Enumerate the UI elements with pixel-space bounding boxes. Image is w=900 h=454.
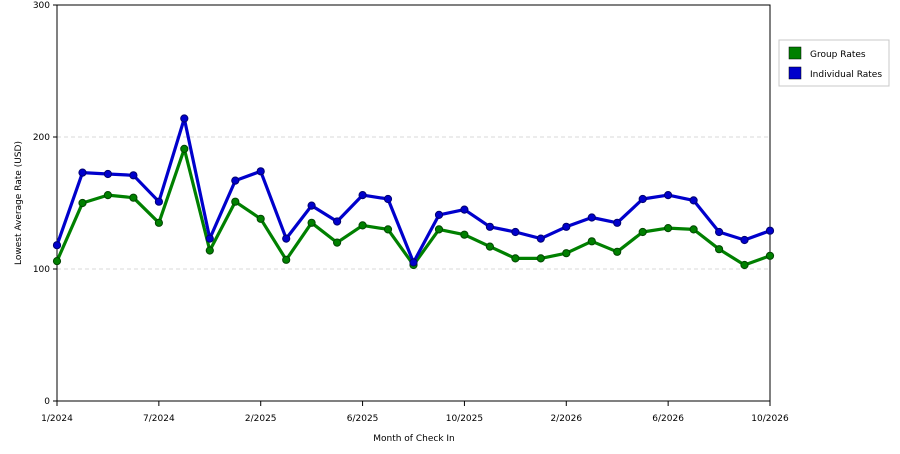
point-individual-rates-10 bbox=[307, 201, 316, 210]
point-group-rates-20 bbox=[562, 249, 571, 258]
point-group-rates-27 bbox=[740, 260, 749, 270]
point-group-rates-18 bbox=[511, 254, 520, 263]
x-tick-label-6-2026: 6/2026 bbox=[652, 414, 684, 424]
y-tick-label-200: 200 bbox=[33, 133, 50, 143]
point-group-rates-24 bbox=[664, 224, 673, 233]
point-group-rates-5 bbox=[180, 144, 189, 153]
point-individual-rates-3 bbox=[129, 171, 138, 180]
point-group-rates-2 bbox=[103, 191, 113, 200]
point-individual-rates-20 bbox=[562, 222, 571, 231]
legend-label-individual-rates: Individual Rates bbox=[810, 70, 882, 80]
point-individual-rates-26 bbox=[715, 227, 724, 237]
point-individual-rates-14 bbox=[409, 258, 418, 267]
point-group-rates-0 bbox=[52, 257, 62, 266]
point-individual-rates-19 bbox=[536, 234, 545, 243]
point-group-rates-28 bbox=[765, 251, 775, 260]
point-individual-rates-4 bbox=[154, 197, 163, 206]
x-tick-label-1-2024: 1/2024 bbox=[41, 414, 73, 424]
x-axis: 1/2024 7/2024 2/2025 6/2025 10/2025 2/2026 6/2… bbox=[41, 401, 789, 424]
y-axis: 0 100 200 300 bbox=[33, 1, 57, 407]
point-individual-rates-1 bbox=[78, 168, 87, 177]
point-group-rates-9 bbox=[282, 255, 291, 264]
point-group-rates-12 bbox=[358, 221, 367, 230]
x-tick-label-10-2025: 10/2025 bbox=[446, 414, 483, 424]
point-group-rates-1 bbox=[78, 198, 87, 208]
series-group bbox=[52, 114, 775, 270]
grid-lines bbox=[57, 136, 770, 270]
point-individual-rates-27 bbox=[740, 235, 749, 245]
point-individual-rates-2 bbox=[103, 169, 113, 179]
point-individual-rates-6 bbox=[205, 234, 214, 243]
point-group-rates-19 bbox=[536, 254, 545, 263]
x-tick-label-7-2024: 7/2024 bbox=[143, 414, 175, 424]
point-group-rates-26 bbox=[715, 245, 724, 254]
point-group-rates-4 bbox=[154, 218, 163, 227]
point-group-rates-16 bbox=[460, 230, 469, 239]
series-group-rates bbox=[52, 144, 775, 270]
point-individual-rates-8 bbox=[256, 167, 265, 176]
point-group-rates-8 bbox=[256, 214, 265, 223]
point-group-rates-22 bbox=[613, 247, 622, 256]
point-group-rates-7 bbox=[231, 197, 240, 206]
legend-label-group-rates: Group Rates bbox=[810, 50, 866, 60]
point-individual-rates-23 bbox=[638, 194, 647, 204]
point-individual-rates-17 bbox=[485, 222, 494, 231]
y-axis-title: Lowest Average Rate (USD) bbox=[14, 141, 24, 265]
point-group-rates-15 bbox=[434, 225, 444, 234]
point-group-rates-21 bbox=[587, 237, 596, 246]
series-line-individual-rates bbox=[55, 116, 772, 264]
point-individual-rates-22 bbox=[613, 218, 622, 227]
plot-area-frame bbox=[56, 4, 771, 402]
point-individual-rates-7 bbox=[231, 176, 240, 185]
x-tick-label-10-2026: 10/2026 bbox=[751, 414, 789, 424]
legend: Group Rates Individual Rates bbox=[778, 39, 890, 87]
x-tick-label-2-2025: 2/2025 bbox=[245, 414, 277, 424]
point-group-rates-23 bbox=[638, 227, 647, 237]
legend-swatch-individual-rates bbox=[788, 66, 802, 80]
point-individual-rates-16 bbox=[460, 205, 469, 214]
y-tick-label-100: 100 bbox=[33, 265, 50, 275]
point-individual-rates-24 bbox=[664, 191, 673, 200]
x-tick-label-2-2026: 2/2026 bbox=[550, 414, 582, 424]
point-individual-rates-28 bbox=[765, 226, 775, 235]
point-individual-rates-12 bbox=[358, 191, 367, 200]
point-individual-rates-25 bbox=[689, 196, 698, 205]
point-group-rates-10 bbox=[307, 218, 316, 227]
point-group-rates-17 bbox=[485, 242, 494, 251]
point-individual-rates-13 bbox=[383, 194, 393, 204]
x-tick-label-6-2025: 6/2025 bbox=[347, 414, 379, 424]
point-group-rates-11 bbox=[333, 238, 342, 247]
point-individual-rates-5 bbox=[180, 114, 189, 123]
series-individual-rates bbox=[52, 114, 775, 267]
series-line-group-rates bbox=[55, 147, 772, 267]
point-individual-rates-11 bbox=[333, 217, 342, 226]
point-group-rates-25 bbox=[689, 225, 698, 234]
y-tick-label-0: 0 bbox=[44, 397, 50, 407]
point-individual-rates-21 bbox=[587, 213, 596, 222]
point-group-rates-6 bbox=[205, 246, 214, 255]
y-tick-label-300: 300 bbox=[33, 1, 50, 11]
point-group-rates-13 bbox=[383, 225, 393, 234]
point-group-rates-3 bbox=[129, 193, 138, 202]
point-individual-rates-15 bbox=[434, 210, 444, 219]
point-individual-rates-18 bbox=[511, 227, 520, 237]
point-individual-rates-9 bbox=[282, 234, 291, 243]
legend-swatch-group-rates bbox=[788, 46, 802, 60]
x-axis-title: Month of Check In bbox=[373, 434, 455, 444]
point-individual-rates-0 bbox=[52, 241, 62, 250]
